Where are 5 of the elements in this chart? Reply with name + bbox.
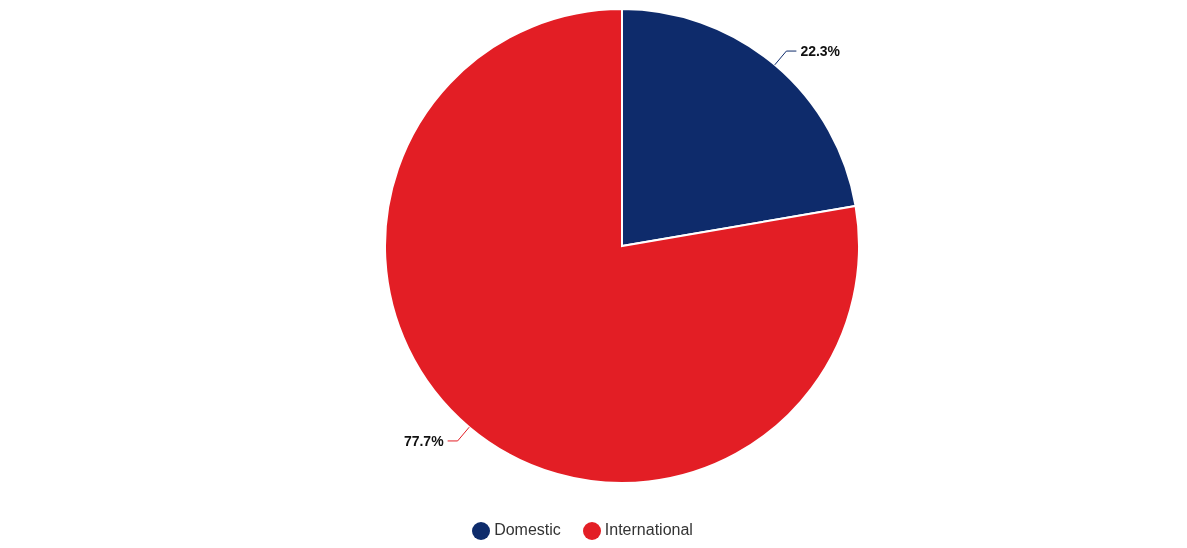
data-label: 22.3% (800, 43, 841, 60)
pie-slice (384, 8, 860, 484)
data-label: 77.7% (403, 432, 445, 449)
legend-label: Domestic (494, 521, 561, 539)
legend-label: International (604, 521, 693, 539)
